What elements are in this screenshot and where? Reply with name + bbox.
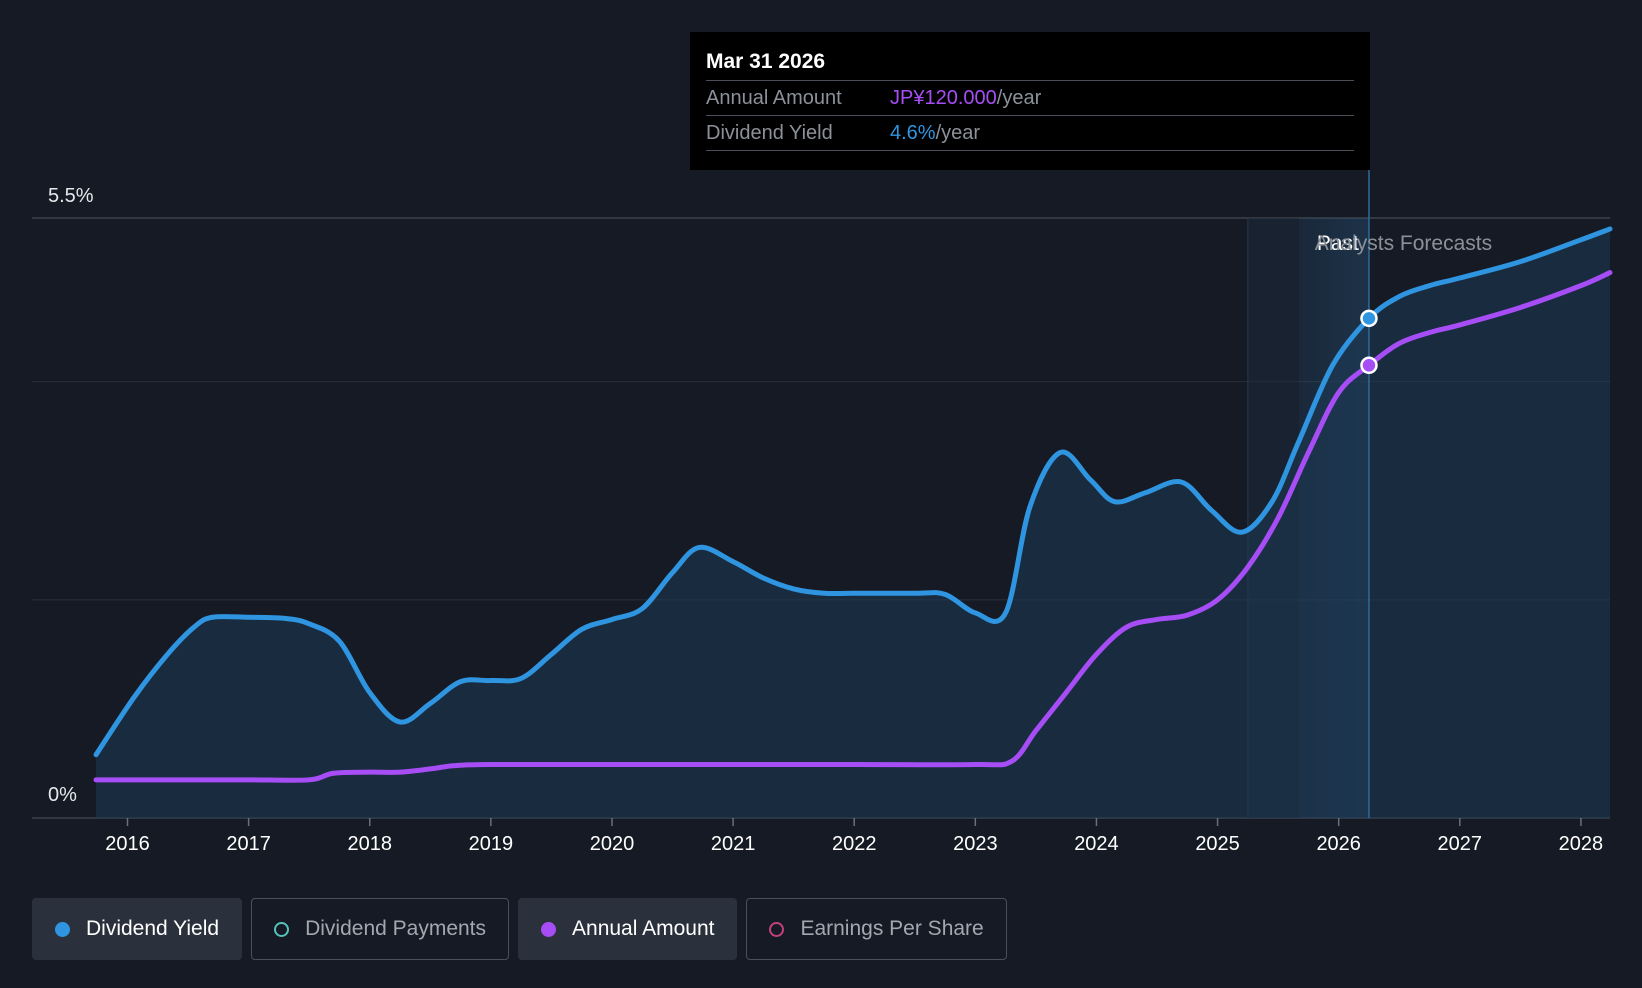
tooltip: Mar 31 2026 Annual Amount JP¥120.000 /ye…	[690, 32, 1370, 170]
legend-label: Earnings Per Share	[800, 917, 984, 940]
legend-earnings-per-share-button[interactable]: Earnings Per Share	[746, 898, 1007, 960]
x-tick-label: 2022	[832, 833, 877, 855]
x-tick-label: 2027	[1438, 833, 1483, 855]
legend-annual-amount-button[interactable]: Annual Amount	[518, 898, 738, 960]
legend-dividend-payments-button[interactable]: Dividend Payments	[251, 898, 510, 960]
x-tick-label: 2025	[1195, 833, 1240, 855]
dividend-yield-area	[96, 228, 1610, 819]
legend-label: Annual Amount	[572, 917, 715, 940]
x-tick-label: 2024	[1074, 833, 1119, 855]
past-label: Past	[1317, 232, 1359, 255]
legend-dividend-yield-button[interactable]: Dividend Yield	[32, 898, 243, 960]
x-tick-label: 2028	[1559, 833, 1604, 855]
x-tick-label: 2017	[226, 833, 271, 855]
dividend-yield-highlight-point	[1360, 309, 1378, 328]
dividend-yield-line	[93, 226, 1613, 758]
tooltip-label: Dividend Yield	[706, 122, 833, 144]
tooltip-row-dividend-yield: Dividend Yield 4.6% /year	[706, 116, 1354, 151]
tooltip-row-annual-amount: Annual Amount JP¥120.000 /year	[706, 81, 1354, 116]
tooltip-unit: /year	[996, 87, 1042, 109]
x-tick-label: 2020	[590, 833, 635, 855]
y-axis-top-label: 5.5%	[48, 185, 94, 207]
tooltip-unit: /year	[935, 122, 981, 144]
legend: Dividend Yield Dividend Payments Annual …	[32, 898, 1007, 960]
x-tick-label: 2021	[711, 833, 756, 855]
tooltip-value: 4.6%	[890, 122, 936, 144]
legend-dot-icon	[541, 921, 557, 937]
legend-dot-icon	[769, 921, 785, 937]
x-tick-label: 2023	[953, 833, 998, 855]
legend-dot-icon	[274, 921, 290, 937]
legend-dot-icon	[55, 921, 70, 937]
annual-amount-highlight-point	[1360, 356, 1378, 375]
x-tick-label: 2019	[469, 833, 514, 855]
forecast-label: Analysts Forecasts	[1315, 232, 1492, 255]
tooltip-value: JP¥120.000	[890, 87, 997, 109]
tooltip-date: Mar 31 2026	[706, 44, 1354, 81]
legend-label: Dividend Payments	[305, 917, 487, 940]
annual-amount-line	[93, 270, 1613, 783]
tooltip-label: Annual Amount	[706, 87, 842, 109]
x-tick-label: 2018	[347, 833, 392, 855]
x-tick-label: 2016	[105, 833, 150, 855]
y-axis-bottom-label: 0%	[48, 784, 77, 806]
x-tick-label: 2026	[1316, 833, 1361, 855]
legend-label: Dividend Yield	[86, 917, 220, 940]
